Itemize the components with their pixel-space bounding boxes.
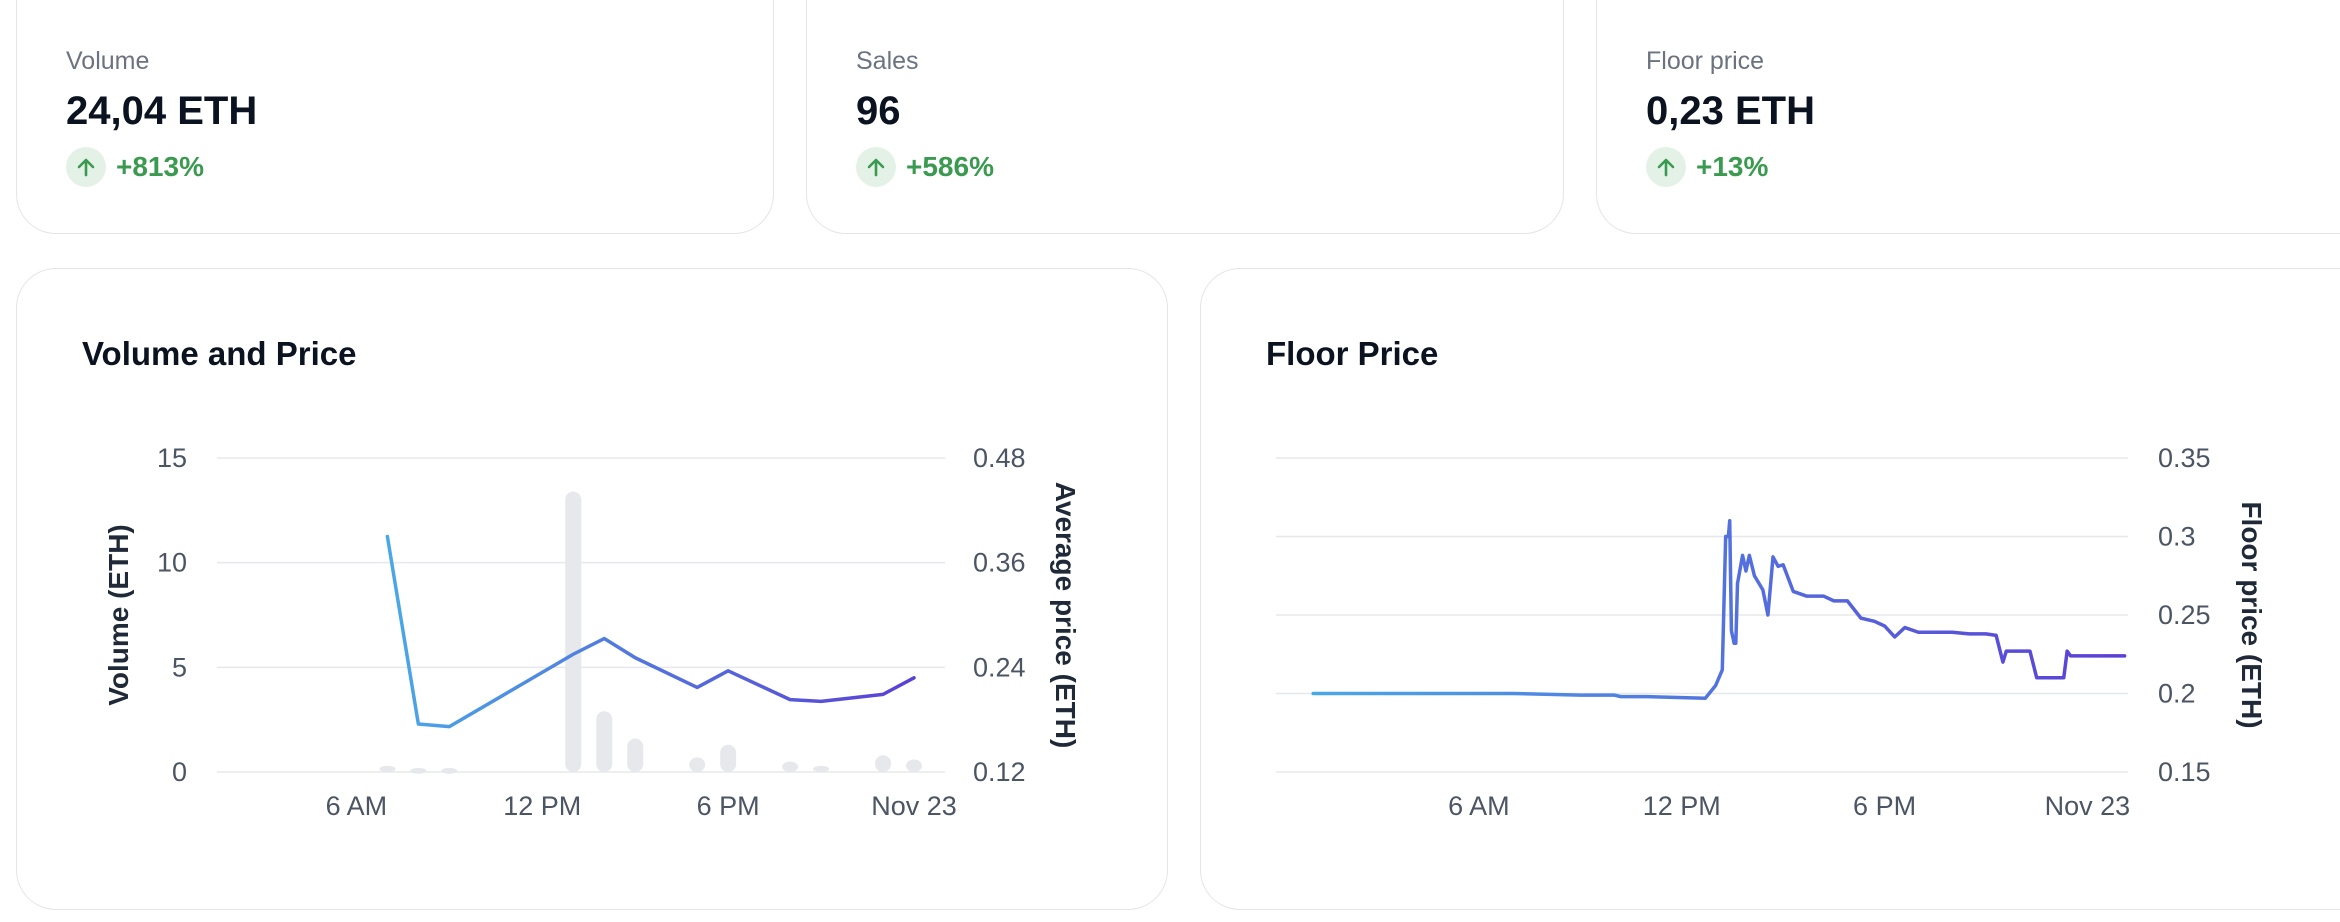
- y-tick-label: 0: [172, 757, 187, 787]
- stat-value: 96: [856, 89, 901, 133]
- volume-price-card: [16, 268, 1168, 910]
- stat-change: +13%: [1646, 147, 1768, 187]
- x-tick-label: 12 PM: [503, 791, 581, 821]
- volume-bar: [782, 761, 799, 772]
- y2-tick-label: 0.2: [2158, 679, 2196, 709]
- y-tick-label: 15: [157, 443, 187, 473]
- y-tick-label: 5: [172, 652, 187, 682]
- y2-tick-label: 0.15: [2158, 757, 2211, 787]
- x-tick-label: 6 PM: [1853, 791, 1916, 821]
- x-tick-label: 6 AM: [326, 791, 388, 821]
- stat-value: 0,23 ETH: [1646, 89, 1815, 133]
- stat-card-floor-price: Floor price 0,23 ETH +13%: [1596, 0, 2340, 234]
- x-tick-label: 6 AM: [1448, 791, 1510, 821]
- floor-price-line: [1311, 519, 2127, 700]
- y2-tick-label: 0.36: [973, 548, 1026, 578]
- y2-tick-label: 0.25: [2158, 600, 2211, 630]
- y2-tick-label: 0.35: [2158, 443, 2211, 473]
- change-percent: +586%: [906, 151, 994, 182]
- floor-price-chart: 0.35 0.3 0.25 0.2 0.15 6 AM 12 PM 6 PM Nov 23 Flo…: [1276, 443, 2267, 821]
- stat-card-sales: Sales 96 +586%: [806, 0, 1564, 234]
- y2-tick-label: 0.24: [973, 652, 1026, 682]
- volume-bar: [596, 711, 613, 772]
- chart-title-floor-price: Floor Price: [1266, 335, 1439, 372]
- x-tick-label: 6 PM: [697, 791, 760, 821]
- y-axis-title: Volume (ETH): [103, 524, 134, 705]
- stat-change: +813%: [66, 147, 204, 187]
- volume-bar: [441, 767, 458, 774]
- y2-tick-label: 0.48: [973, 443, 1026, 473]
- stat-label: Volume: [66, 47, 150, 75]
- volume-bar: [379, 765, 396, 772]
- volume-bar: [565, 491, 582, 772]
- arrow-up-icon: [856, 147, 896, 187]
- y2-axis-title: Floor price (ETH): [2236, 501, 2267, 728]
- arrow-up-icon: [1646, 147, 1686, 187]
- y-tick-label: 10: [157, 548, 187, 578]
- y2-axis-title: Average price (ETH): [1050, 482, 1081, 749]
- y2-tick-label: 0.12: [973, 757, 1026, 787]
- avg-price-line: [385, 534, 916, 729]
- y2-tick-label: 0.3: [2158, 522, 2196, 552]
- volume-bar: [410, 767, 427, 774]
- change-percent: +13%: [1696, 151, 1769, 182]
- x-tick-label: Nov 23: [871, 791, 957, 821]
- arrow-up-icon: [66, 147, 106, 187]
- volume-bar: [875, 755, 892, 772]
- x-tick-label: 12 PM: [1643, 791, 1721, 821]
- stat-value: 24,04 ETH: [66, 89, 258, 133]
- volume-bar: [689, 757, 706, 772]
- volume-bar: [906, 759, 923, 772]
- change-percent: +813%: [116, 151, 204, 182]
- stat-label: Floor price: [1646, 47, 1765, 75]
- stat-change: +586%: [856, 147, 994, 187]
- stat-card-volume: Volume 24,04 ETH +813%: [16, 0, 774, 234]
- x-tick-label: Nov 23: [2045, 791, 2131, 821]
- volume-bar: [813, 765, 830, 772]
- volume-price-chart: 15 10 5 0 0.48 0.36 0.24 0.12 6 AM 12 PM 6 PM Nov 2…: [103, 443, 1081, 821]
- volume-bar: [627, 738, 644, 772]
- chart-title-volume-price: Volume and Price: [82, 335, 357, 372]
- volume-bar: [720, 744, 737, 772]
- stat-label: Sales: [856, 47, 919, 75]
